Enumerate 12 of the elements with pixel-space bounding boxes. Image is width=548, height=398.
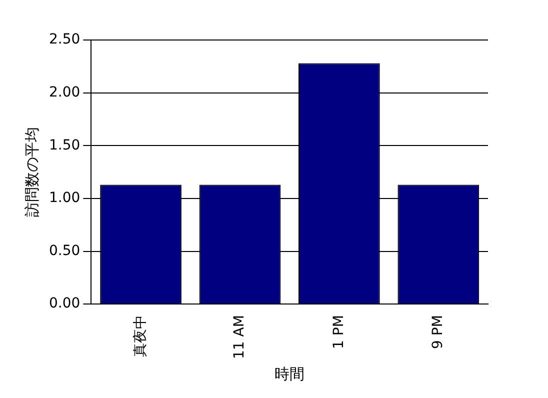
y-tick-label: 0.00 bbox=[49, 296, 80, 312]
y-tick-label: 1.50 bbox=[49, 137, 80, 154]
y-axis-title: 訪問数の平均 bbox=[22, 127, 41, 218]
y-tick-label: 2.00 bbox=[49, 84, 80, 100]
y-tick-label: 2.50 bbox=[49, 32, 80, 48]
y-tick-label: 0.50 bbox=[49, 242, 80, 259]
y-tick-label: 1.00 bbox=[49, 190, 80, 206]
x-tick-label: 9 PM bbox=[430, 315, 446, 349]
x-tick-label: 11 AM bbox=[232, 315, 248, 359]
x-axis-title: 時間 bbox=[274, 364, 305, 383]
x-tick-label: 真夜中 bbox=[132, 315, 148, 358]
x-tick-label: 1 PM bbox=[330, 315, 347, 349]
